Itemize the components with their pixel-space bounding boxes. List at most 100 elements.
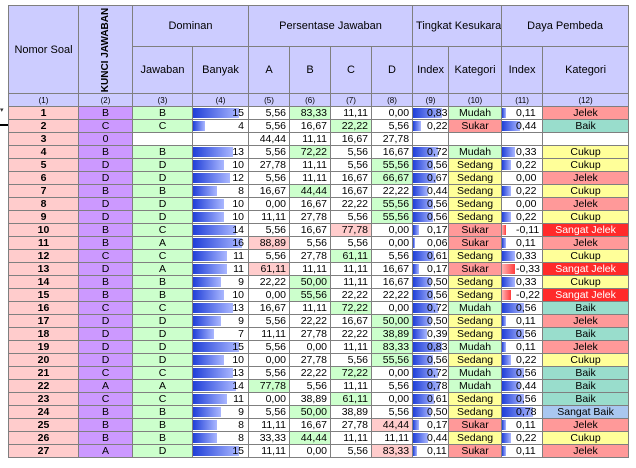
nomor-soal-cell[interactable]: 6 — [8, 171, 79, 185]
jawaban-dominan-cell[interactable]: B — [132, 431, 193, 445]
persentase-c-cell[interactable]: 5,56 — [330, 158, 372, 172]
banyak-cell[interactable]: 13 — [192, 366, 249, 380]
banyak-cell[interactable]: 11 — [192, 249, 249, 263]
header-b[interactable]: B — [289, 46, 331, 94]
persentase-c-cell[interactable]: 5,56 — [330, 444, 372, 458]
index-daya-pembeda-cell[interactable]: -0,11 — [501, 223, 544, 237]
jawaban-dominan-cell[interactable]: B — [132, 275, 193, 289]
persentase-a-cell[interactable]: 61,11 — [248, 262, 290, 276]
column-number-cell[interactable]: (4) — [192, 93, 249, 107]
persentase-b-cell[interactable]: 22,22 — [289, 314, 331, 328]
header-banyak[interactable]: Banyak — [192, 46, 249, 94]
header-a[interactable]: A — [248, 46, 290, 94]
index-kesukaran-cell[interactable]: 0,56 — [412, 353, 450, 367]
header-dominan[interactable]: Dominan — [132, 5, 249, 47]
nomor-soal-cell[interactable]: 20 — [8, 353, 79, 367]
kategori-kesukaran-cell[interactable]: Sedang — [448, 275, 503, 289]
header-kategori-daya[interactable]: Kategori — [542, 46, 630, 94]
kategori-daya-pembeda-cell[interactable]: Baik — [542, 366, 630, 380]
index-kesukaran-cell[interactable]: 0,56 — [412, 197, 450, 211]
kategori-daya-pembeda-cell[interactable]: Jelek — [542, 444, 630, 458]
persentase-a-cell[interactable]: 5,56 — [248, 249, 290, 263]
kunci-jawaban-cell[interactable]: A — [78, 379, 133, 393]
index-kesukaran-cell[interactable]: 0,50 — [412, 405, 450, 419]
index-daya-pembeda-cell[interactable]: 0,56 — [501, 327, 544, 341]
kunci-jawaban-cell[interactable]: D — [78, 327, 133, 341]
persentase-a-cell[interactable]: 11,11 — [248, 210, 290, 224]
persentase-b-cell[interactable]: 38,89 — [289, 392, 331, 406]
banyak-cell[interactable]: 8 — [192, 431, 249, 445]
jawaban-dominan-cell[interactable]: D — [132, 444, 193, 458]
persentase-b-cell[interactable]: 16,67 — [289, 197, 331, 211]
jawaban-dominan-cell[interactable]: D — [132, 197, 193, 211]
persentase-b-cell[interactable]: 44,44 — [289, 184, 331, 198]
kunci-jawaban-cell[interactable]: D — [78, 340, 133, 354]
jawaban-dominan-cell[interactable]: C — [132, 392, 193, 406]
kategori-daya-pembeda-cell[interactable]: Jelek — [542, 314, 630, 328]
persentase-a-cell[interactable]: 27,78 — [248, 158, 290, 172]
jawaban-dominan-cell[interactable]: D — [132, 353, 193, 367]
kunci-jawaban-cell[interactable]: 0 — [78, 132, 133, 146]
kategori-daya-pembeda-cell[interactable]: Sangat Baik — [542, 405, 630, 419]
kategori-kesukaran-cell[interactable]: Sedang — [448, 327, 503, 341]
nomor-soal-cell[interactable]: 18 — [8, 327, 79, 341]
index-kesukaran-cell[interactable]: 0,17 — [412, 262, 450, 276]
kunci-jawaban-cell[interactable]: B — [78, 275, 133, 289]
persentase-b-cell[interactable]: 83,33 — [289, 106, 331, 120]
header-d[interactable]: D — [370, 46, 414, 94]
persentase-d-cell[interactable]: 0,00 — [370, 392, 414, 406]
kategori-daya-pembeda-cell[interactable]: Baik — [542, 392, 630, 406]
kunci-jawaban-cell[interactable]: C — [78, 392, 133, 406]
persentase-b-cell[interactable]: 11,11 — [289, 132, 331, 146]
nomor-soal-cell[interactable]: 15 — [8, 288, 79, 302]
persentase-a-cell[interactable]: 33,33 — [248, 431, 290, 445]
jawaban-dominan-cell[interactable]: B — [132, 288, 193, 302]
persentase-c-cell[interactable]: 11,11 — [330, 340, 372, 354]
index-daya-pembeda-cell[interactable]: 0,11 — [501, 236, 544, 250]
persentase-d-cell[interactable]: 22,22 — [370, 288, 414, 302]
kategori-daya-pembeda-cell[interactable]: Jelek — [542, 340, 630, 354]
banyak-cell[interactable]: 15 — [192, 444, 249, 458]
persentase-b-cell[interactable]: 27,78 — [289, 249, 331, 263]
kategori-kesukaran-cell[interactable]: Sukar — [448, 418, 503, 432]
persentase-a-cell[interactable]: 5,56 — [248, 145, 290, 159]
kunci-jawaban-cell[interactable]: C — [78, 249, 133, 263]
kategori-kesukaran-cell[interactable]: Sedang — [448, 210, 503, 224]
kunci-jawaban-cell[interactable]: B — [78, 288, 133, 302]
nomor-soal-cell[interactable]: 24 — [8, 405, 79, 419]
kategori-daya-pembeda-cell[interactable]: Baik — [542, 119, 630, 133]
persentase-a-cell[interactable]: 11,11 — [248, 444, 290, 458]
kategori-kesukaran-cell[interactable] — [448, 132, 503, 146]
nomor-soal-cell[interactable]: 1 — [8, 106, 79, 120]
persentase-c-cell[interactable]: 38,89 — [330, 405, 372, 419]
index-daya-pembeda-cell[interactable]: 0,33 — [501, 249, 544, 263]
persentase-a-cell[interactable]: 5,56 — [248, 106, 290, 120]
persentase-d-cell[interactable]: 83,33 — [370, 340, 414, 354]
jawaban-dominan-cell[interactable]: C — [132, 366, 193, 380]
banyak-cell[interactable]: 11 — [192, 392, 249, 406]
kunci-jawaban-cell[interactable]: D — [78, 158, 133, 172]
banyak-cell[interactable]: 13 — [192, 145, 249, 159]
kategori-daya-pembeda-cell[interactable]: Sangat Jelek — [542, 288, 630, 302]
banyak-cell[interactable]: 11 — [192, 262, 249, 276]
jawaban-dominan-cell[interactable] — [132, 132, 193, 146]
index-daya-pembeda-cell[interactable]: 0,11 — [501, 418, 544, 432]
jawaban-dominan-cell[interactable]: C — [132, 223, 193, 237]
persentase-c-cell[interactable]: 72,22 — [330, 301, 372, 315]
nomor-soal-cell[interactable]: 16 — [8, 301, 79, 315]
index-kesukaran-cell[interactable]: 0,22 — [412, 119, 450, 133]
kunci-jawaban-cell[interactable]: D — [78, 353, 133, 367]
column-number-cell[interactable]: (8) — [370, 93, 414, 107]
persentase-c-cell[interactable]: 22,22 — [330, 327, 372, 341]
jawaban-dominan-cell[interactable]: D — [132, 327, 193, 341]
index-kesukaran-cell[interactable]: 0,44 — [412, 431, 450, 445]
kategori-kesukaran-cell[interactable]: Mudah — [448, 340, 503, 354]
nomor-soal-cell[interactable]: 21 — [8, 366, 79, 380]
kunci-jawaban-cell[interactable]: B — [78, 405, 133, 419]
index-kesukaran-cell[interactable]: 0,17 — [412, 223, 450, 237]
persentase-c-cell[interactable]: 5,56 — [330, 353, 372, 367]
persentase-c-cell[interactable]: 11,11 — [330, 262, 372, 276]
index-daya-pembeda-cell[interactable]: 0,56 — [501, 301, 544, 315]
kunci-jawaban-cell[interactable]: B — [78, 431, 133, 445]
header-index-daya[interactable]: Index — [501, 46, 544, 94]
